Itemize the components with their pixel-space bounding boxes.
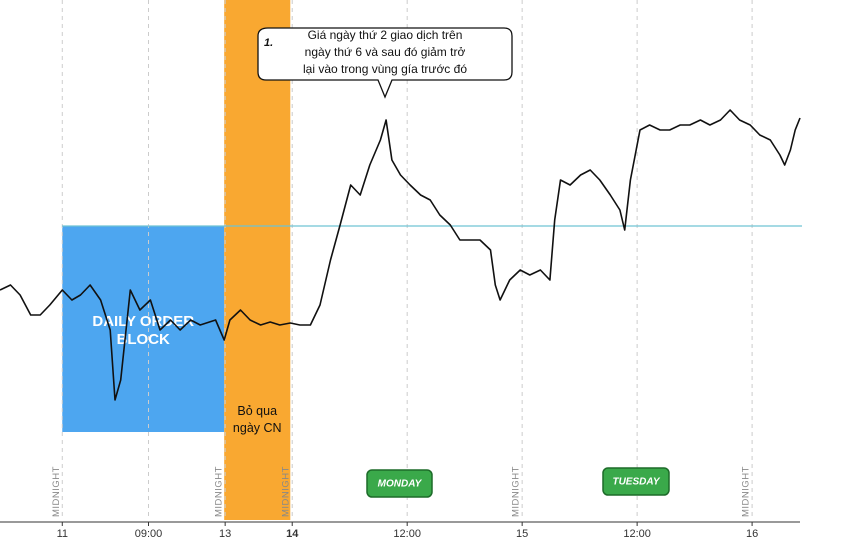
callout-text: Giá ngày thứ 2 giao dịch trên [308, 28, 463, 42]
order-block-zone [62, 226, 225, 432]
callout-box [257, 27, 513, 99]
zone-label: DAILY ORDER BLOCK [92, 313, 194, 348]
callout: 1. Giá ngày thứ 2 giao dịch trên ngày th… [257, 27, 513, 99]
midnight-label: MIDNIGHT [741, 466, 752, 517]
x-tick-label: 15 [516, 528, 528, 540]
x-tick-label: 09:00 [135, 528, 163, 540]
x-tick-label: 16 [746, 528, 758, 540]
badge-box [366, 469, 433, 498]
x-tick-label: 11 [57, 528, 68, 540]
midnight-label: MIDNIGHT [511, 466, 522, 517]
badge-text: MONDAY [378, 479, 423, 490]
zone-label: Bỏ qua ngày CN [233, 404, 282, 435]
x-tick-label: 12:00 [393, 528, 421, 540]
price-line [0, 109, 801, 401]
callout-text: ngày thứ 6 và sau đó giảm trở [305, 45, 466, 59]
x-tick-label: 12:00 [623, 528, 651, 540]
callout-text: lại vào trong vùng gía trước đó [303, 62, 467, 76]
weekend-zone [224, 0, 291, 520]
midnight-label: MIDNIGHT [214, 466, 225, 517]
midnight-label: MIDNIGHT [281, 466, 292, 517]
badge-text: TUESDAY [612, 477, 660, 488]
badge-box [602, 467, 670, 496]
callout-number: 1. [264, 37, 273, 49]
day-badge: MONDAY TUESDAY [366, 467, 670, 498]
x-tick-label: 14 [286, 528, 299, 540]
x-tick-label: 13 [219, 528, 231, 540]
midnight-label: MIDNIGHT [51, 466, 62, 517]
